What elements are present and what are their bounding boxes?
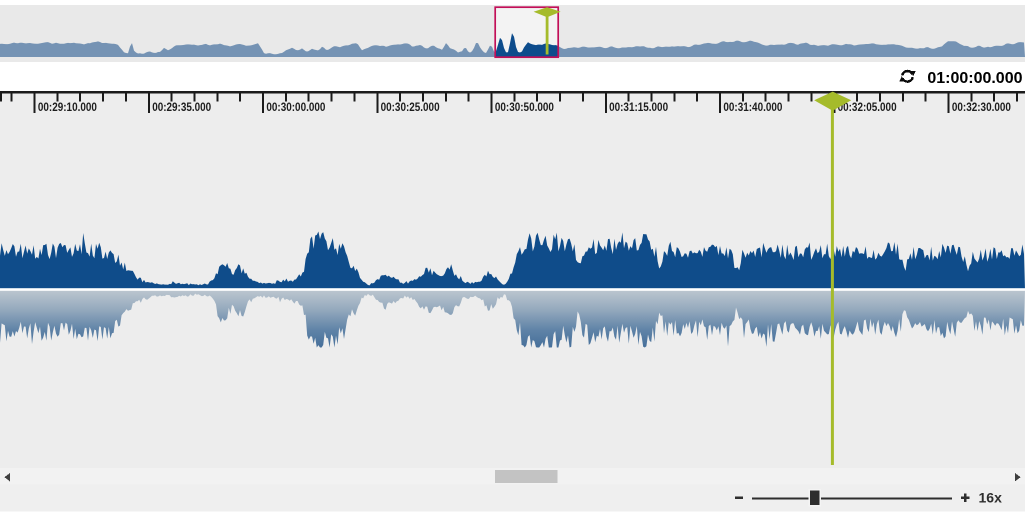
svg-text:00:30:00.000: 00:30:00.000 [266, 100, 325, 114]
svg-text:00:30:25.000: 00:30:25.000 [381, 100, 440, 114]
svg-text:00:32:05.000: 00:32:05.000 [838, 100, 897, 114]
svg-text:00:29:10.000: 00:29:10.000 [38, 100, 97, 114]
svg-text:00:31:15.000: 00:31:15.000 [609, 100, 668, 114]
svg-text:00:32:30.000: 00:32:30.000 [952, 100, 1011, 114]
svg-text:01:00:00.000: 01:00:00.000 [927, 70, 1022, 87]
svg-text:16x: 16x [979, 489, 1003, 505]
svg-text:00:29:35.000: 00:29:35.000 [152, 100, 211, 114]
svg-text:00:31:40.000: 00:31:40.000 [723, 100, 782, 114]
svg-text:00:30:50.000: 00:30:50.000 [495, 100, 554, 114]
